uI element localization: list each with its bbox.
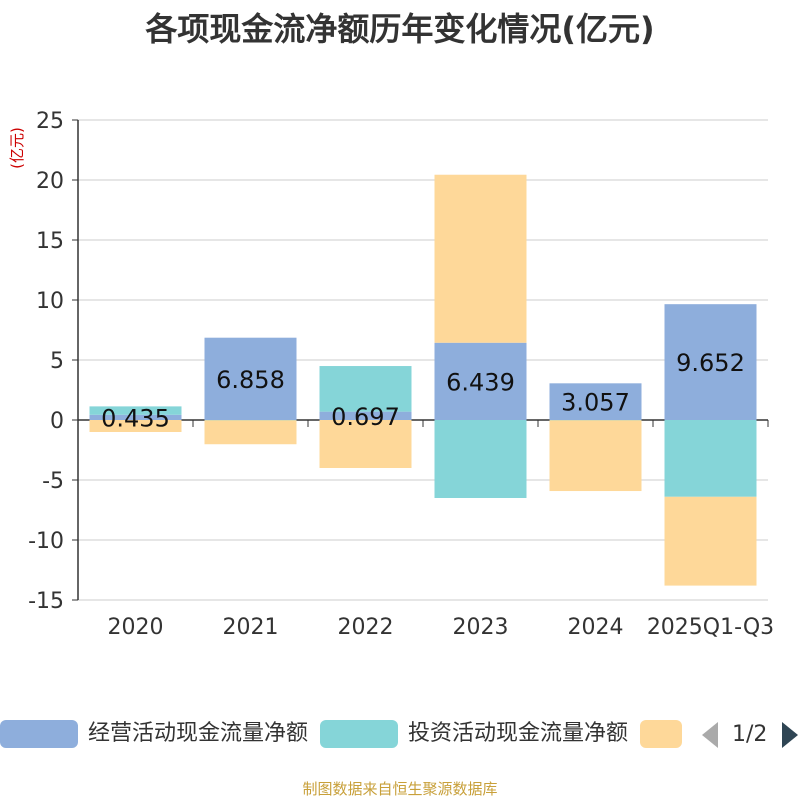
bar-financing <box>549 420 642 492</box>
bar-investing <box>434 420 527 498</box>
y-tick-label: 0 <box>50 409 64 434</box>
x-tick-label: 2025Q1-Q3 <box>647 615 774 640</box>
bar-investing <box>319 366 412 412</box>
data-label: 0.697 <box>331 403 400 431</box>
y-tick-label: 15 <box>36 229 64 254</box>
legend-swatch-financing <box>640 720 682 748</box>
legend-label-operating: 经营活动现金流量净额 <box>88 721 309 746</box>
x-tick-label: 2023 <box>453 615 509 640</box>
y-tick-label: -10 <box>28 529 64 554</box>
x-tick-label: 2022 <box>338 615 394 640</box>
data-label: 6.858 <box>216 366 285 394</box>
data-label: 0.435 <box>101 404 170 432</box>
y-tick-label: 10 <box>36 289 64 314</box>
bar-financing <box>434 174 527 343</box>
legend-page-indicator: 1/2 <box>732 722 768 747</box>
source-footer: 制图数据来自恒生聚源数据库 <box>302 780 498 798</box>
legend: 经营活动现金流量净额 投资活动现金流量净额 1/2 <box>0 714 800 754</box>
legend-prev-icon[interactable] <box>702 722 718 748</box>
bar-financing <box>204 420 297 445</box>
data-label: 6.439 <box>446 368 515 396</box>
bar-financing <box>319 420 412 468</box>
bar-operating <box>204 337 297 420</box>
bar-investing <box>89 406 182 415</box>
bar-investing <box>664 420 757 497</box>
legend-label-investing: 投资活动现金流量净额 <box>408 721 629 746</box>
data-label: 3.057 <box>561 389 630 417</box>
bar-operating <box>89 414 182 420</box>
bar-operating <box>434 342 527 420</box>
bar-operating <box>664 304 757 420</box>
bar-operating <box>319 411 412 420</box>
data-label: 9.652 <box>676 349 745 377</box>
bar-financing <box>664 496 757 586</box>
bar-financing <box>89 420 182 432</box>
chart-area: 25 20 15 10 5 0 -5 -10 -15 (亿元) 2020 2021 2022 2023 20… <box>8 109 774 640</box>
x-tick-label: 2024 <box>568 615 624 640</box>
y-tick-label: -15 <box>28 589 64 614</box>
x-tick-label: 2020 <box>108 615 164 640</box>
legend-swatch-investing <box>320 720 398 748</box>
legend-swatch-operating <box>0 720 78 748</box>
bar-operating <box>549 383 642 420</box>
y-tick-label: -5 <box>42 469 64 494</box>
legend-next-icon[interactable] <box>782 722 798 748</box>
chart-title: 各项现金流净额历年变化情况(亿元) <box>145 10 655 48</box>
y-tick-label: 20 <box>36 169 64 194</box>
y-axis-label: (亿元) <box>8 127 26 169</box>
y-tick-label: 25 <box>36 109 64 134</box>
legend-pager: 1/2 <box>700 720 800 750</box>
x-tick-label: 2021 <box>223 615 279 640</box>
y-tick-label: 5 <box>50 349 64 374</box>
